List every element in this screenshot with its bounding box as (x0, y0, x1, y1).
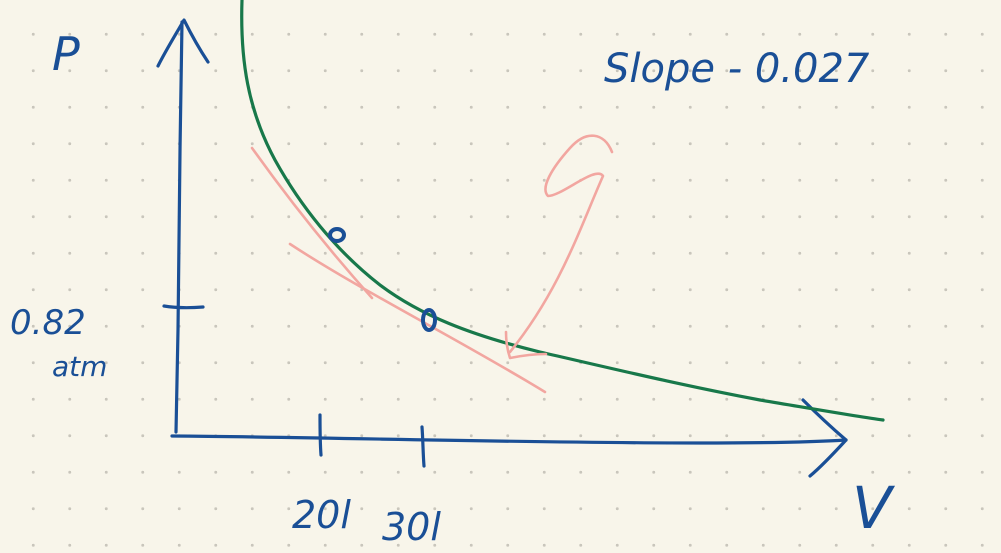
slope-label: Slope - 0.027 (604, 46, 870, 92)
tick-label-30: 30l (382, 505, 441, 549)
v-axis-label: V (852, 474, 896, 542)
p-axis-line (174, 20, 184, 434)
p-axis-arrowhead (156, 18, 210, 68)
point-30l (421, 308, 437, 332)
pressure-tick (162, 304, 205, 310)
isotherm-curve (240, 0, 885, 422)
tangent-line-upper (250, 146, 374, 300)
volume-tick-20 (318, 413, 323, 457)
v-axis-line (170, 434, 848, 445)
tangent-annotations (250, 134, 614, 394)
annotation-arrowhead (504, 330, 548, 360)
v-axis-arrowhead (801, 398, 848, 478)
point-20l (328, 227, 346, 243)
annotation-arrow (508, 134, 614, 354)
axes (156, 18, 848, 478)
tick-label-20: 20l (292, 493, 351, 537)
pressure-value-label: 0.82 (10, 303, 86, 343)
p-axis-label: P (52, 27, 80, 81)
tangent-line-lower (288, 242, 547, 394)
data-points (328, 227, 437, 332)
pressure-unit-label: atm (52, 350, 107, 383)
volume-tick-30 (420, 425, 426, 468)
